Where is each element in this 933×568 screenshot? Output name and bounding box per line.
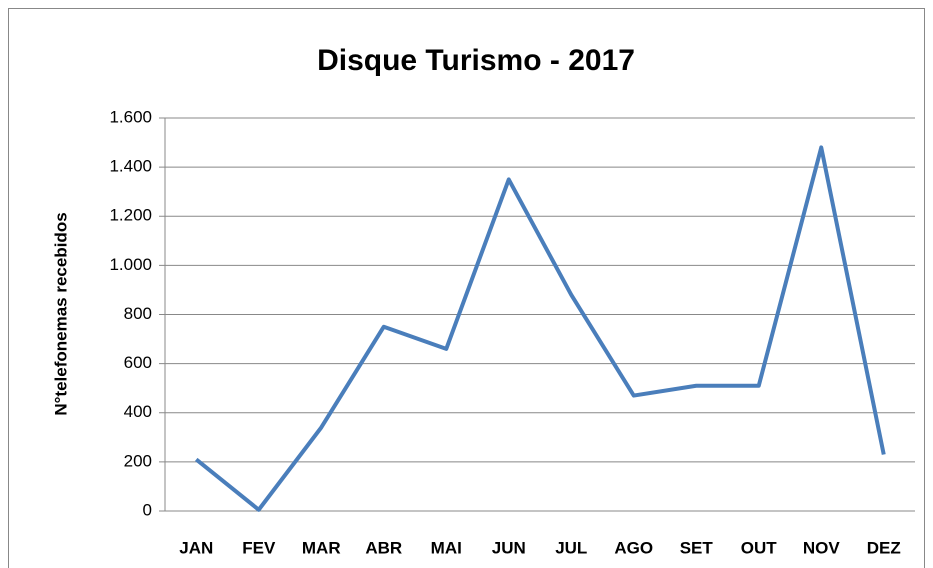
x-tick-label: JUL — [555, 538, 587, 557]
y-tick-label: 1.400 — [109, 157, 152, 176]
x-tick-label: MAI — [431, 538, 462, 557]
y-tick-label: 0 — [143, 500, 152, 519]
x-tick-label: ABR — [365, 538, 402, 557]
y-tick-label: 1.600 — [109, 107, 152, 126]
y-tick-label: 1.000 — [109, 255, 152, 274]
y-tick-label: 200 — [124, 451, 152, 470]
x-tick-label: AGO — [614, 538, 653, 557]
y-tick-label: 1.200 — [109, 206, 152, 225]
x-tick-label: MAR — [302, 538, 341, 557]
y-axis-label: N°telefonemas recebidos — [51, 212, 70, 415]
x-tick-label: DEZ — [867, 538, 901, 557]
x-tick-label: JUN — [492, 538, 526, 557]
chart-title: Disque Turismo - 2017 — [317, 44, 635, 77]
x-tick-label: NOV — [803, 538, 841, 557]
x-tick-label: OUT — [741, 538, 778, 557]
x-tick-label: SET — [680, 538, 714, 557]
data-line — [194, 145, 886, 512]
y-tick-label: 400 — [124, 402, 152, 421]
x-tick-label: JAN — [179, 538, 213, 557]
x-tick-label: FEV — [242, 538, 276, 557]
y-tick-label: 600 — [124, 353, 152, 372]
y-tick-label: 800 — [124, 304, 152, 323]
